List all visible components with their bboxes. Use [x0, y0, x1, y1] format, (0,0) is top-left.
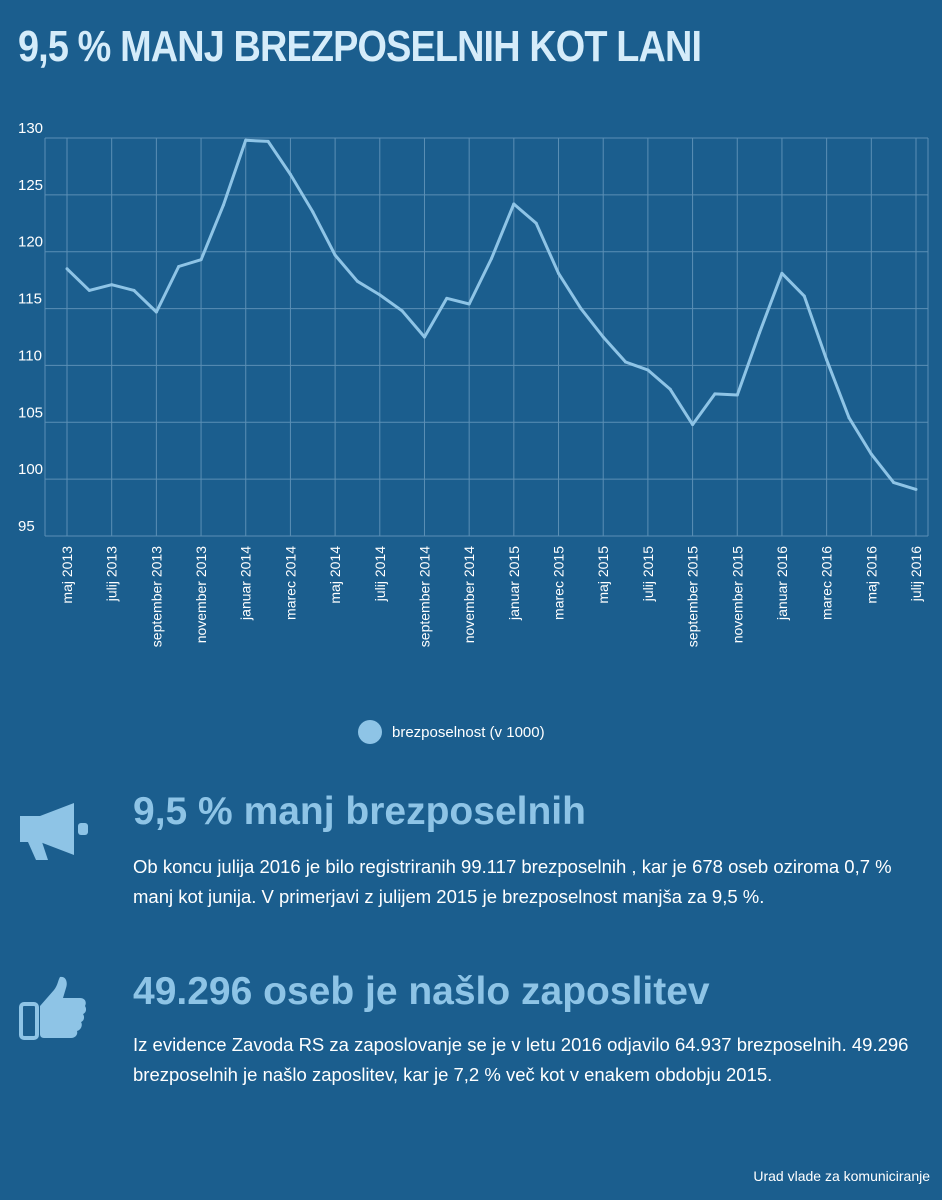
- y-tick-label: 130: [18, 120, 43, 137]
- x-tick-label: november 2015: [729, 546, 745, 644]
- section-heading: 9,5 % manj brezposelnih: [133, 790, 586, 833]
- data-point: [132, 288, 136, 292]
- data-point: [311, 210, 315, 214]
- data-point: [557, 271, 561, 275]
- data-point: [892, 481, 896, 485]
- x-tick-label: marec 2015: [551, 546, 567, 620]
- y-tick-label: 95: [18, 518, 35, 535]
- x-tick-label: julij 2013: [104, 546, 120, 602]
- x-tick-label: julij 2015: [640, 546, 656, 602]
- data-point: [177, 264, 181, 268]
- data-point: [355, 279, 359, 283]
- legend-label: brezposelnost (v 1000): [392, 723, 545, 741]
- data-point: [691, 423, 695, 427]
- x-tick-label: maj 2013: [59, 546, 75, 604]
- x-tick-label: maj 2016: [863, 546, 879, 604]
- section-heading: 49.296 oseb je našlo zaposlitev: [133, 970, 710, 1013]
- x-tick-label: julij 2014: [372, 546, 388, 602]
- data-point: [333, 253, 337, 257]
- data-point: [422, 335, 426, 339]
- data-point: [221, 203, 225, 207]
- y-tick-label: 105: [18, 404, 43, 421]
- data-point: [445, 296, 449, 300]
- section-text: Ob koncu julija 2016 je bilo registriran…: [133, 856, 892, 907]
- x-tick-label: september 2015: [685, 546, 701, 647]
- data-point: [802, 294, 806, 298]
- thumbs-up-icon: [19, 976, 87, 1040]
- x-tick-label: maj 2014: [327, 546, 343, 604]
- series-line: [65, 138, 917, 491]
- section-text: Iz evidence Zavoda RS za zaposlovanje se…: [133, 1034, 909, 1085]
- y-tick-label: 115: [18, 291, 42, 308]
- x-tick-label: januar 2016: [774, 546, 790, 621]
- data-point: [579, 307, 583, 311]
- x-tick-label: januar 2014: [238, 546, 254, 621]
- footer-credit: Urad vlade za komuniciranje: [753, 1168, 930, 1184]
- chart-legend: brezposelnost (v 1000): [358, 720, 545, 744]
- data-point: [758, 330, 762, 334]
- data-point: [65, 267, 69, 271]
- data-point: [713, 392, 717, 396]
- data-point: [668, 387, 672, 391]
- data-point: [490, 257, 493, 261]
- data-point: [378, 293, 382, 297]
- data-point: [646, 368, 650, 372]
- data-point: [624, 360, 628, 364]
- x-tick-label: november 2013: [193, 546, 209, 644]
- data-point: [288, 172, 292, 176]
- data-point: [914, 487, 918, 491]
- legend-marker-icon: [358, 720, 382, 744]
- data-point: [780, 271, 784, 275]
- x-tick-label: marec 2014: [282, 546, 298, 620]
- data-point: [110, 283, 114, 287]
- data-point: [244, 138, 248, 142]
- data-point: [199, 258, 203, 262]
- x-tick-label: september 2014: [416, 546, 432, 647]
- data-point: [467, 302, 471, 306]
- data-point: [154, 310, 158, 314]
- line-chart: 95 100 105 110 115 120 125 130 maj 2013 julij 201…: [18, 120, 929, 647]
- data-point: [400, 309, 404, 313]
- x-tick-label: november 2014: [461, 546, 477, 644]
- data-point: [601, 335, 605, 339]
- data-point: [847, 416, 851, 420]
- data-point: [869, 452, 873, 456]
- y-tick-label: 125: [18, 177, 43, 194]
- data-point: [534, 221, 538, 225]
- data-point: [825, 358, 829, 362]
- megaphone-icon: [20, 803, 88, 860]
- y-tick-label: 120: [18, 234, 43, 251]
- y-tick-label: 100: [18, 461, 43, 478]
- x-tick-label: september 2013: [148, 546, 164, 647]
- x-tick-label: marec 2016: [819, 546, 835, 620]
- data-point: [735, 393, 739, 397]
- y-tick-label: 110: [18, 347, 42, 364]
- x-tick-label: maj 2015: [595, 546, 611, 604]
- x-tick-label: julij 2016: [908, 546, 924, 602]
- data-point: [87, 288, 91, 292]
- data-point: [266, 139, 270, 143]
- data-point: [512, 202, 516, 206]
- x-tick-label: januar 2015: [506, 546, 522, 621]
- page-title: 9,5 % MANJ BREZPOSELNIH KOT LANI: [18, 22, 702, 71]
